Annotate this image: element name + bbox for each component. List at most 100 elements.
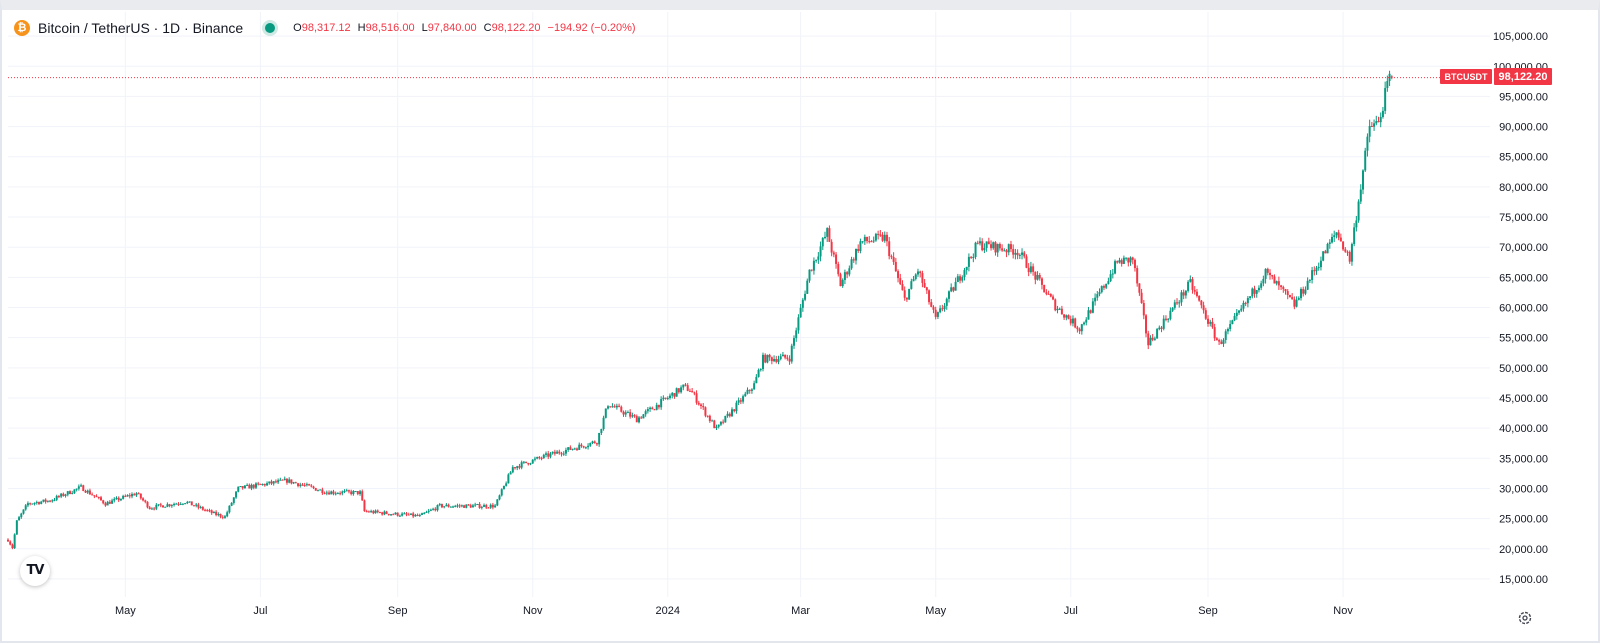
candle-body: [33, 502, 36, 504]
candle-body: [835, 254, 838, 264]
low-label: L: [421, 22, 428, 34]
candle-body: [438, 504, 441, 506]
candle-body: [1339, 237, 1342, 242]
candle-body: [682, 384, 685, 388]
candle-body: [1344, 249, 1347, 252]
candle-body: [640, 417, 643, 419]
candle-body: [724, 415, 727, 423]
candle-body: [1322, 251, 1325, 261]
candle-body: [1003, 250, 1006, 252]
y-tick-label: 30,000.00: [1499, 483, 1548, 495]
candle-body: [26, 503, 29, 506]
candle-body: [142, 498, 145, 501]
candle-body: [1302, 289, 1305, 294]
candle-body: [277, 480, 280, 483]
market-status-icon[interactable]: [265, 23, 276, 33]
candle-body: [1142, 303, 1145, 316]
candle-body: [460, 505, 463, 507]
candle-body: [1306, 280, 1309, 290]
candle-body: [82, 485, 85, 492]
candle-body: [1202, 305, 1205, 311]
candle-body: [1176, 302, 1179, 304]
candle-body: [666, 397, 669, 399]
candle-body: [29, 503, 32, 505]
candle-body: [992, 242, 995, 249]
candle-body: [874, 233, 877, 241]
x-tick-label: Sep: [388, 605, 408, 617]
candle-body: [646, 409, 649, 412]
candle-body: [359, 491, 362, 495]
candle-body: [1215, 338, 1218, 341]
candle-body: [64, 494, 67, 496]
settings-icon[interactable]: [1517, 610, 1533, 626]
candle-body: [285, 478, 288, 483]
candle-body: [972, 257, 975, 259]
candle-body: [781, 354, 784, 357]
candle-body: [1067, 315, 1070, 319]
candle-body: [42, 499, 45, 502]
candle-body: [1156, 329, 1159, 339]
candle-body: [1180, 292, 1183, 303]
tradingview-logo[interactable]: TV: [20, 556, 50, 586]
candle-body: [507, 474, 510, 484]
candle-body: [75, 488, 78, 490]
candle-body: [804, 293, 807, 300]
high-label: H: [357, 22, 366, 34]
candle-body: [653, 409, 656, 411]
x-tick-label: Nov: [1333, 605, 1353, 617]
y-tick-label: 20,000.00: [1499, 544, 1548, 556]
candle-body: [339, 493, 342, 495]
candle-body: [1295, 299, 1298, 307]
candle-body: [352, 491, 355, 495]
candle-body: [750, 389, 753, 391]
candle-body: [770, 357, 773, 362]
candle-body: [1036, 274, 1039, 280]
candle-body: [1167, 318, 1170, 320]
candle-body: [281, 479, 284, 481]
candle-body: [485, 505, 488, 508]
candle-body: [1136, 268, 1139, 284]
candle-body: [1377, 121, 1380, 123]
candle-body: [686, 385, 689, 391]
candle-body: [1169, 310, 1172, 319]
candle-body: [1074, 318, 1077, 328]
candle-body: [607, 406, 610, 409]
candle-body: [122, 495, 125, 499]
open-label: O: [293, 22, 302, 34]
candle-body: [1253, 288, 1256, 294]
candle-body: [635, 416, 638, 423]
candle-body: [308, 484, 311, 486]
candle-body: [1226, 329, 1229, 332]
candle-body: [837, 263, 840, 275]
candle-body: [1054, 299, 1057, 311]
candle-body: [102, 500, 105, 504]
candle-body: [303, 485, 306, 487]
candle-body: [841, 279, 844, 287]
candle-body: [773, 358, 776, 362]
candle-body: [283, 478, 286, 481]
symbol-title[interactable]: Bitcoin / TetherUS · 1D · Binance: [38, 20, 244, 36]
candle-body: [905, 297, 908, 300]
candle-body: [522, 461, 525, 463]
candle-body: [246, 484, 249, 486]
candle-body: [589, 442, 592, 446]
candle-body: [538, 457, 541, 459]
candle-body: [894, 261, 897, 272]
candle-body: [722, 421, 725, 423]
candle-body: [976, 242, 979, 244]
candle-body: [1324, 251, 1327, 254]
candle-body: [1096, 294, 1099, 298]
price-label-value: 98,122.20: [1499, 71, 1548, 83]
candle-body: [443, 506, 446, 508]
close-value: 98,122.20: [491, 22, 541, 34]
candle-body: [564, 449, 567, 454]
candle-body: [204, 509, 207, 511]
candle-body: [197, 504, 200, 508]
candle-body: [168, 504, 171, 506]
candle-body: [746, 389, 749, 394]
candle-body: [788, 358, 791, 362]
candle-body: [936, 312, 939, 317]
candle-body: [124, 495, 127, 497]
candle-body: [914, 274, 917, 280]
